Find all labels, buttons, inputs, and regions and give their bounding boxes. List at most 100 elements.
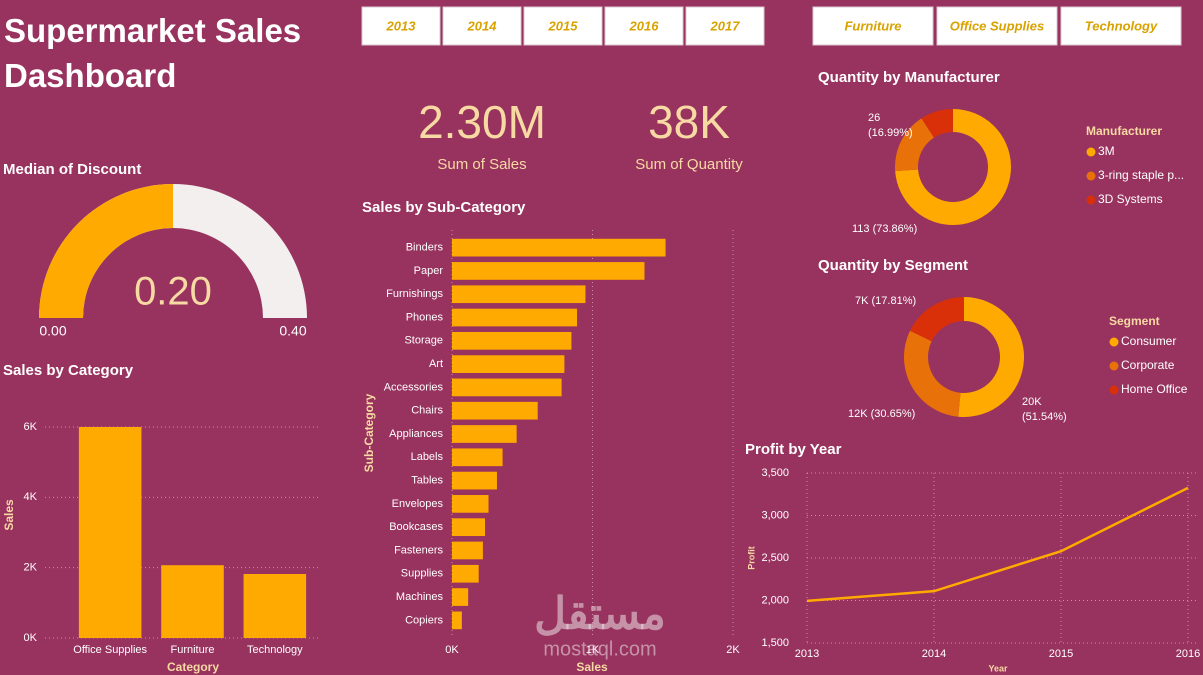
x-axis-title: Sales xyxy=(576,660,608,674)
filter-button[interactable]: 2014 xyxy=(442,6,522,46)
button-box xyxy=(604,6,684,46)
filter-button[interactable]: 2015 xyxy=(523,6,603,46)
button-label: Office Supplies xyxy=(950,18,1044,33)
y-tick-label: 3,500 xyxy=(761,467,789,479)
watermark: مستقل xyxy=(534,590,666,639)
bar xyxy=(452,448,503,467)
x-axis-title: Year xyxy=(988,663,1008,673)
kpi-label: Sum of Sales xyxy=(437,156,526,173)
button-label: 2013 xyxy=(386,18,417,33)
bar xyxy=(452,588,469,606)
y-tick-label: Copiers xyxy=(405,614,443,626)
donut-slice xyxy=(921,109,953,138)
filter-button[interactable]: Technology xyxy=(1060,6,1182,46)
y-tick-label: 2,500 xyxy=(761,552,789,564)
bar xyxy=(452,378,562,397)
filter-button[interactable]: Office Supplies xyxy=(936,6,1058,46)
y-tick-label: 2,000 xyxy=(761,594,789,606)
filter-button[interactable]: 2013 xyxy=(361,6,441,46)
x-axis-title: Category xyxy=(167,660,219,674)
data-label: 7K (17.81%) xyxy=(855,295,916,307)
y-tick-label: Labels xyxy=(411,451,444,463)
legend-swatch xyxy=(1086,195,1096,205)
chart-title: Sales by Category xyxy=(3,362,134,379)
button-label: 2014 xyxy=(467,18,498,33)
legend-swatch xyxy=(1109,337,1119,347)
y-tick-label: Machines xyxy=(396,591,444,603)
bar xyxy=(452,285,586,304)
data-label: 26 (16.99%) xyxy=(868,112,913,139)
gauge-tick-label: 0.00 xyxy=(39,323,66,339)
button-box xyxy=(1060,6,1182,46)
y-axis-title: Sub-Category xyxy=(362,393,376,472)
x-tick-label: 0K xyxy=(445,644,459,656)
button-label: Furniture xyxy=(844,18,901,33)
kpi-label: Sum of Quantity xyxy=(635,156,743,173)
button-box xyxy=(523,6,603,46)
data-label: 12K (30.65%) xyxy=(848,408,915,420)
bar xyxy=(452,495,489,513)
x-tick-label: 2013 xyxy=(795,648,819,660)
button-box xyxy=(685,6,765,46)
button-box xyxy=(442,6,522,46)
y-tick-label: 0K xyxy=(24,632,38,644)
x-tick-label: 2K xyxy=(726,644,740,656)
gauge-fill xyxy=(39,184,173,318)
donut-slice xyxy=(895,118,934,172)
watermark: mostaql.com xyxy=(543,638,656,660)
legend-label: Home Office xyxy=(1121,382,1188,396)
bar xyxy=(452,331,572,350)
dashboard-title: Supermarket Sales Dashboard xyxy=(4,12,302,94)
button-label: Technology xyxy=(1085,18,1158,33)
bar xyxy=(452,425,517,443)
button-box xyxy=(361,6,441,46)
bar xyxy=(161,565,224,638)
y-tick-label: Bookcases xyxy=(389,521,443,533)
legend-swatch xyxy=(1086,147,1096,157)
bar xyxy=(452,238,666,257)
y-tick-label: 2K xyxy=(24,562,38,574)
bar xyxy=(243,573,307,638)
y-axis-title: Sales xyxy=(2,499,16,531)
filter-button[interactable]: Furniture xyxy=(812,6,934,46)
legend-title: Segment xyxy=(1109,314,1160,328)
y-tick-label: Binders xyxy=(406,242,444,254)
y-tick-label: 3,000 xyxy=(761,509,789,521)
legend-label: Consumer xyxy=(1121,334,1176,348)
legend-label: Corporate xyxy=(1121,358,1175,372)
bar xyxy=(452,518,486,537)
filter-button[interactable]: 2016 xyxy=(604,6,684,46)
data-label: 113 (73.86%) xyxy=(852,223,917,235)
bar xyxy=(452,308,578,327)
bar xyxy=(452,262,645,280)
y-tick-label: Furnishings xyxy=(386,288,443,300)
x-tick-label: 1K xyxy=(586,644,600,656)
x-tick-label: 2015 xyxy=(1049,648,1073,660)
bar xyxy=(78,427,142,638)
y-tick-label: Chairs xyxy=(411,405,443,417)
legend-label: 3-ring staple p... xyxy=(1098,168,1184,182)
legend-title: Manufacturer xyxy=(1086,124,1162,138)
donut-slice xyxy=(904,330,961,417)
x-tick-label: Office Supplies xyxy=(73,644,147,656)
button-box xyxy=(812,6,934,46)
button-label: 2016 xyxy=(629,18,660,33)
filter-button[interactable]: 2017 xyxy=(685,6,765,46)
button-label: 2017 xyxy=(710,18,741,33)
y-tick-label: Tables xyxy=(411,474,443,486)
chart-title: Sales by Sub-Category xyxy=(362,199,526,216)
profit-line xyxy=(806,486,1189,603)
y-tick-label: 6K xyxy=(24,421,38,433)
x-tick-label: 2016 xyxy=(1176,648,1200,660)
bar xyxy=(452,471,497,490)
bar xyxy=(452,401,538,420)
x-tick-label: Furniture xyxy=(170,644,214,656)
y-tick-label: Envelopes xyxy=(392,498,444,510)
y-axis-title: Profit xyxy=(746,546,756,570)
y-tick-label: 1,500 xyxy=(761,637,789,649)
button-label: 2015 xyxy=(548,18,579,33)
donut-slice xyxy=(895,109,1012,225)
legend-label: 3M xyxy=(1098,144,1115,158)
y-tick-label: Art xyxy=(429,358,443,370)
